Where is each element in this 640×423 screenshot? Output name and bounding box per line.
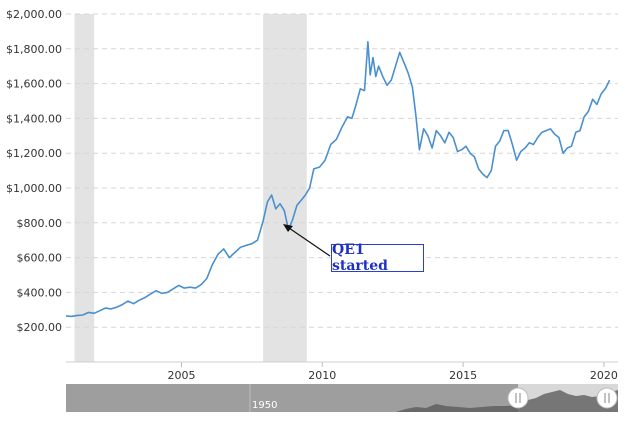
pause-bars-icon xyxy=(604,393,610,403)
y-tick-label: $800.00 xyxy=(17,217,63,230)
annotation-arrow xyxy=(283,224,331,257)
y-tick-label: $200.00 xyxy=(17,321,63,334)
navigator-year-label: 1950 xyxy=(252,400,277,411)
y-tick-label: $600.00 xyxy=(17,252,63,265)
y-axis-ticks: $200.00 $400.00 $600.00 $800.00 $1,000.00 $1,… xyxy=(6,8,62,334)
grid-lines xyxy=(66,13,618,328)
y-tick-label: $1,000.00 xyxy=(6,182,62,195)
range-navigator[interactable]: 1950 xyxy=(66,384,618,412)
recession-shading-group xyxy=(74,14,307,362)
x-axis-ticks: 2005 2010 2015 2020 xyxy=(167,362,618,382)
x-tick-label: 2015 xyxy=(449,369,477,382)
x-tick-label: 2010 xyxy=(308,369,336,382)
x-tick-label: 2020 xyxy=(590,369,618,382)
y-tick-label: $1,600.00 xyxy=(6,78,62,91)
y-tick-label: $1,400.00 xyxy=(6,112,62,125)
price-series-line xyxy=(65,41,611,318)
y-tick-label: $1,200.00 xyxy=(6,147,62,160)
x-tick-label: 2005 xyxy=(167,369,195,382)
navigator-left-handle[interactable] xyxy=(507,387,529,409)
qe1-annotation-label: QE1 started xyxy=(331,242,424,274)
navigator-right-handle[interactable] xyxy=(596,387,618,409)
y-tick-label: $2,000.00 xyxy=(6,8,62,21)
navigator-mini-series xyxy=(396,390,618,412)
y-tick-label: $1,800.00 xyxy=(6,43,62,56)
pause-bars-icon xyxy=(515,393,521,403)
y-tick-label: $400.00 xyxy=(17,286,63,299)
